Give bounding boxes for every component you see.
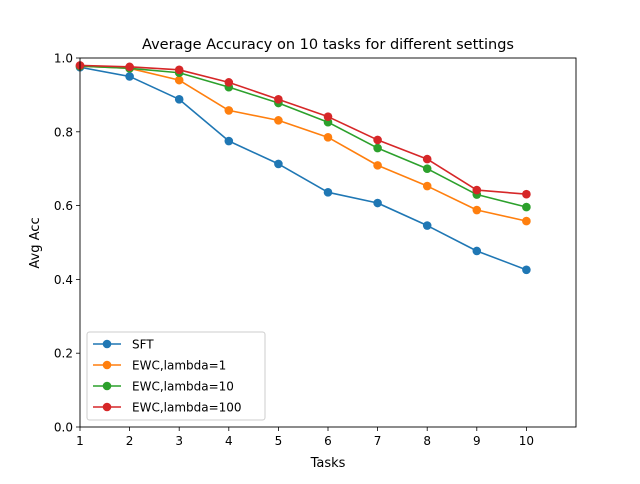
data-point	[274, 116, 283, 125]
x-tick-label: 4	[225, 434, 233, 448]
data-point	[274, 95, 283, 104]
legend-marker	[102, 402, 112, 412]
axes-frame	[79, 57, 577, 428]
data-point	[323, 188, 333, 197]
data-point	[422, 154, 432, 164]
x-tick-label: 1	[76, 434, 84, 448]
data-point	[472, 205, 482, 215]
series-line-3	[79, 64, 528, 196]
y-tick-label: 0.0	[54, 421, 73, 435]
data-point	[522, 202, 531, 212]
x-tick-label: 3	[175, 434, 183, 448]
data-point	[422, 221, 432, 230]
data-point	[174, 65, 184, 75]
data-point	[522, 189, 531, 199]
x-tick-label: 2	[126, 434, 134, 448]
data-point	[174, 75, 184, 85]
y-tick-label: 1.0	[54, 52, 73, 66]
data-point	[522, 265, 531, 275]
data-point	[224, 136, 234, 146]
x-axis-label: Tasks	[310, 456, 346, 471]
x-tick-label: 6	[324, 434, 332, 448]
legend-label: EWC,lambda=1	[132, 359, 226, 373]
x-tick-label: 5	[275, 434, 283, 448]
y-tick-label: 0.2	[54, 347, 73, 361]
x-tick-label: 9	[473, 434, 481, 448]
y-axis-label: Avg Acc	[28, 217, 43, 268]
data-point	[522, 216, 531, 226]
data-point	[224, 78, 234, 87]
data-point	[373, 143, 382, 153]
x-tick-label: 8	[423, 434, 431, 448]
series-line-1	[79, 65, 528, 223]
data-point	[472, 185, 482, 195]
data-point	[472, 246, 482, 256]
plot-layer: 1 2 3 4 5 6 7 8 9 10 0.0 0.2 0.4 0.6 0.8 1.0 SFT EWC,lamb…	[54, 52, 577, 448]
series-line-0	[79, 66, 528, 271]
chart-title: Average Accuracy on 10 tasks for differe…	[142, 37, 514, 53]
data-point	[373, 198, 382, 208]
data-point	[224, 106, 234, 115]
legend-label: EWC,lambda=10	[132, 380, 234, 394]
y-tick-label: 0.6	[54, 199, 73, 213]
data-point	[274, 159, 283, 169]
data-point	[323, 112, 333, 121]
data-point	[373, 135, 382, 145]
legend-marker	[102, 381, 112, 391]
y-tick-label: 0.8	[54, 125, 73, 139]
data-point	[373, 161, 382, 170]
legend-marker	[102, 360, 112, 370]
data-point	[125, 72, 134, 81]
series-line-2	[79, 65, 528, 209]
legend: SFT EWC,lambda=1 EWC,lambda=10 EWC,lambda=1…	[86, 331, 266, 421]
data-point	[125, 62, 134, 72]
legend-marker	[102, 339, 112, 349]
data-point	[422, 181, 432, 191]
x-tick-label: 10	[519, 434, 534, 448]
data-point	[174, 95, 184, 104]
x-tick-label: 7	[374, 434, 382, 448]
legend-label: EWC,lambda=100	[132, 401, 242, 415]
y-tick-label: 0.4	[54, 273, 73, 287]
legend-label: SFT	[132, 338, 154, 352]
data-point	[422, 164, 432, 173]
data-point	[323, 133, 333, 142]
legend-box	[86, 331, 266, 421]
